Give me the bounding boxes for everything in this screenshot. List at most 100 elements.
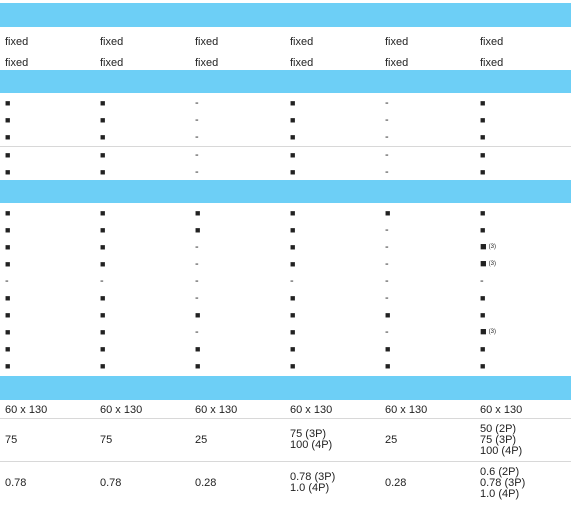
cell-line: 1.0 (4P) [290,482,330,494]
table-cell: 0.78 [5,476,27,489]
cell-line: 0.6 (2P) [480,465,520,478]
table-cell: ■ [5,241,11,252]
table-cell: - [385,130,389,143]
table-cell: ■ [100,224,106,235]
table-cell: - [100,274,104,287]
table-cell: ■ [5,166,11,177]
table-cell: ■ [100,292,106,303]
table-cell: ■ [290,114,296,125]
table-cell: ■ [5,360,11,371]
table-cell: 60 x 130 [195,403,238,416]
table-cell: - [195,240,199,253]
table-cell: 25 [195,433,208,446]
table-cell: ■ [290,224,296,235]
table-cell: ■ [290,166,296,177]
table-cell: ■ [290,207,296,218]
table-cell: fixed [385,56,409,69]
cell-note: (3) [488,328,496,335]
table-cell: - [195,165,199,178]
table-cell: ■ [385,309,391,320]
table-cell: ■ [480,97,486,108]
table-cell: ■ [100,309,106,320]
table-cell: fixed [195,56,219,69]
table-cell: 0.28 [195,476,217,489]
table-cell: 0.78 [100,476,122,489]
table-cell: ■ [5,343,11,354]
table-cell: 50 (2P) 75 (3P) 100 (4P) [480,422,523,457]
table-cell: ■ [100,114,106,125]
table-cell: ■ [290,97,296,108]
table-cell: ■ [195,360,201,371]
cell-line: 50 (2P) [480,422,517,435]
table-cell: 60 x 130 [100,403,143,416]
table-cell: 75 (3P) 100 (4P) [290,429,332,451]
table-cell: 75 [5,433,18,446]
table-cell: 75 [100,433,113,446]
table-cell: ■ [195,309,201,320]
table-cell: ■ [100,241,106,252]
table-cell: - [385,291,389,304]
table-cell: ■ [5,309,11,320]
section-band [0,3,571,27]
cell-line: 1.0 (4P) [480,487,520,500]
table-cell: 60 x 130 [290,403,333,416]
section-band [0,180,571,203]
row-divider [0,146,571,147]
table-cell: ■ [480,309,486,320]
table-cell: - [385,325,389,338]
table-cell: ■ [195,343,201,354]
table-cell: ■ [195,207,201,218]
cell-line: 0.78 (3P) [480,476,526,489]
table-cell: - [385,257,389,270]
table-cell: ■ (3) [480,326,496,338]
cell-line: 75 (3P) [480,433,517,446]
table-cell: ■ [290,360,296,371]
table-cell: - [195,274,199,287]
table-cell: ■ [100,360,106,371]
table-cell: 25 [385,433,398,446]
table-cell: - [5,274,9,287]
cell-line: 100 (4P) [480,444,523,457]
table-cell: ■ [100,131,106,142]
table-cell: ■ [290,326,296,337]
table-cell: 60 x 130 [385,403,428,416]
table-cell: ■ [480,166,486,177]
table-cell: ■ [480,292,486,303]
table-cell: ■ [5,258,11,269]
table-cell: - [385,148,389,161]
table-cell: ■ [480,114,486,125]
table-cell: ■ [290,343,296,354]
table-cell: fixed [290,56,314,69]
row-divider [0,461,571,462]
cell-mark: ■ [480,240,487,253]
table-cell: - [195,96,199,109]
table-cell: fixed [100,35,124,48]
table-cell: 0.28 [385,476,407,489]
table-cell: fixed [385,35,409,48]
table-cell: fixed [195,35,219,48]
table-cell: ■ [100,207,106,218]
table-cell: - [480,274,484,287]
table-cell: - [195,291,199,304]
cell-line: 75 (3P) [290,428,327,440]
table-cell: ■ [5,97,11,108]
table-cell: fixed [480,56,504,69]
table-cell: ■ [100,258,106,269]
section-band [0,376,571,400]
table-cell: ■ [480,149,486,160]
table-cell: 60 x 130 [480,403,523,416]
table-cell: ■ [290,131,296,142]
table-cell: ■ [290,292,296,303]
table-cell: - [195,257,199,270]
table-cell: fixed [5,35,29,48]
table-cell: fixed [290,35,314,48]
table-cell: ■ [5,114,11,125]
table-cell: - [385,223,389,236]
table-cell: - [385,96,389,109]
table-cell: ■ [290,241,296,252]
table-cell: - [385,240,389,253]
cell-line: 100 (4P) [290,439,333,451]
table-cell: ■ [385,360,391,371]
table-cell: - [195,113,199,126]
